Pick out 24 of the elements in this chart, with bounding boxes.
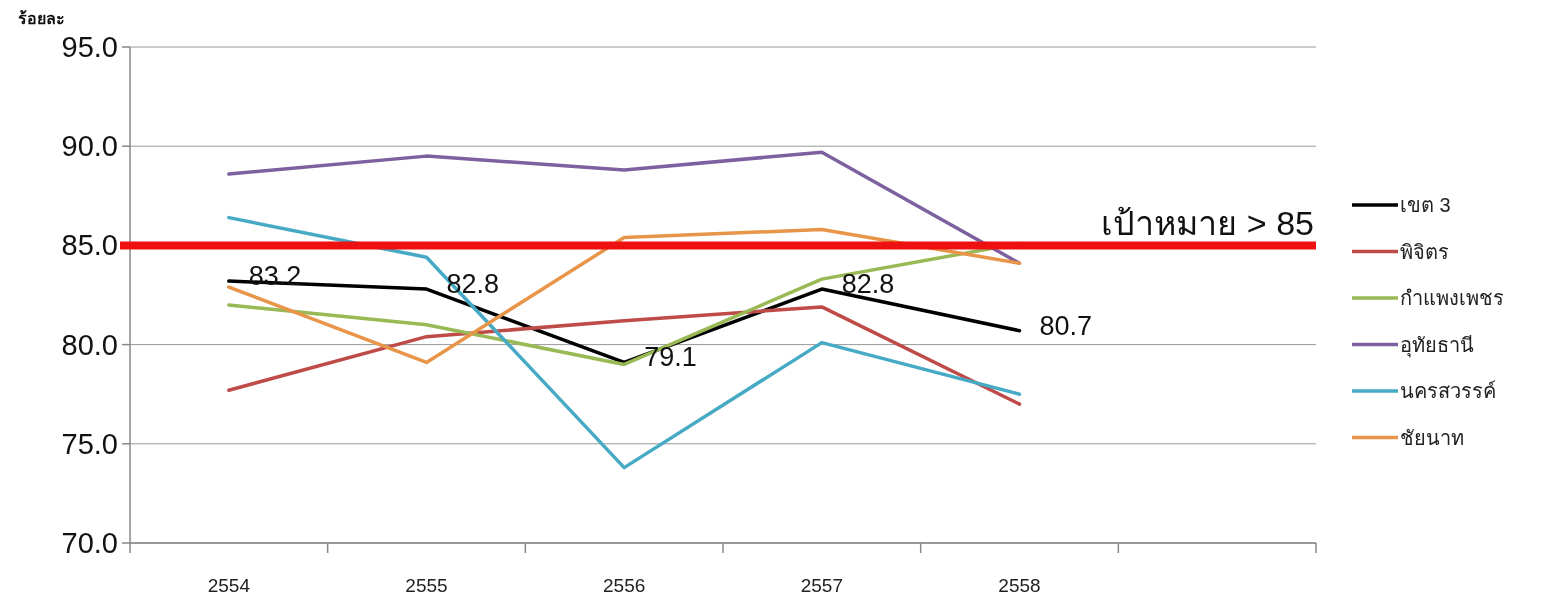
x-tick-label: 2555 bbox=[405, 575, 448, 595]
line-series bbox=[227, 215, 1022, 470]
y-tick-label: 70.0 bbox=[61, 527, 118, 559]
x-tick-label: 2557 bbox=[800, 575, 843, 595]
legend-label: กำแพงเพชร bbox=[1400, 287, 1504, 309]
legend-label: เขต 3 bbox=[1400, 194, 1451, 216]
y-tick-label: 90.0 bbox=[61, 130, 118, 163]
ref-line-label: เป้าหมาย > 85 bbox=[1101, 204, 1314, 243]
y-tick-label: 85.0 bbox=[61, 229, 118, 262]
data-label: 80.7 bbox=[1039, 310, 1093, 341]
legend-label: อุทัยธานี bbox=[1400, 333, 1474, 358]
legend-label: พิจิตร bbox=[1400, 240, 1449, 263]
x-tick-label: 2556 bbox=[603, 575, 646, 595]
legend-label: นครสวรรค์ bbox=[1400, 380, 1496, 402]
data-label: 82.8 bbox=[841, 269, 895, 300]
y-tick-label: 80.0 bbox=[61, 328, 118, 361]
line-series bbox=[227, 305, 1022, 406]
y-tick-label: 75.0 bbox=[61, 427, 118, 460]
data-label: 79.1 bbox=[644, 342, 697, 373]
x-tick-label: 2554 bbox=[207, 575, 251, 595]
y-tick-label: 95.0 bbox=[61, 31, 118, 63]
legend-label: ชัยนาท bbox=[1400, 426, 1464, 449]
y-axis-title: ร้อยละ bbox=[18, 10, 65, 27]
x-tick-label: 2558 bbox=[998, 575, 1041, 595]
